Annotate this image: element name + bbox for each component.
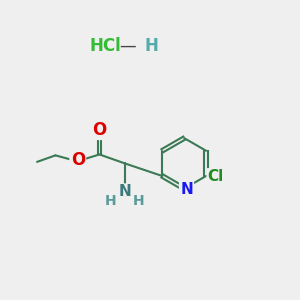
Text: H: H	[105, 194, 116, 208]
Text: —: —	[119, 37, 136, 55]
Text: H: H	[145, 37, 158, 55]
Text: H: H	[133, 194, 145, 208]
Text: N: N	[180, 182, 193, 197]
Text: O: O	[92, 121, 106, 139]
Text: O: O	[71, 151, 85, 169]
Text: Cl: Cl	[208, 169, 224, 184]
Text: N: N	[118, 184, 131, 199]
Text: HCl: HCl	[89, 37, 121, 55]
